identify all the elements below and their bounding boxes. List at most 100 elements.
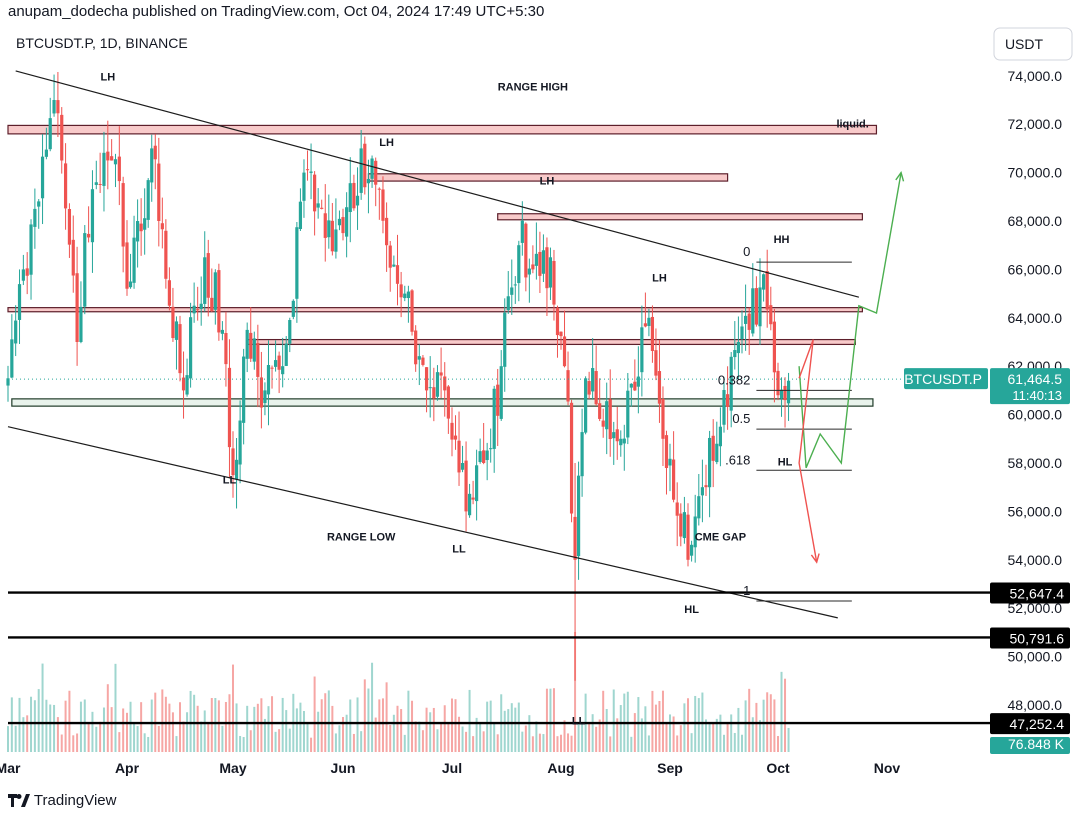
candle-body — [552, 260, 556, 305]
volume-bar — [114, 663, 117, 752]
fib-label: 1 — [743, 583, 750, 598]
volume-bar — [99, 721, 102, 752]
volume-bar — [432, 707, 435, 752]
candle-body — [110, 156, 114, 161]
volume-bar — [672, 716, 675, 752]
volume-bar — [440, 723, 443, 752]
candle-body — [608, 399, 612, 440]
candle — [640, 305, 644, 397]
candle-body — [584, 378, 588, 433]
fib-label: .618 — [725, 452, 750, 467]
volume-bar — [538, 733, 541, 752]
candle-body — [121, 183, 125, 247]
candle — [503, 298, 507, 392]
tradingview-logo[interactable]: TradingView — [8, 792, 116, 809]
candle-body — [475, 465, 479, 502]
candle — [270, 365, 274, 389]
volume-bar — [299, 702, 302, 752]
volume-bar — [396, 705, 399, 752]
candle — [327, 194, 331, 249]
volume-bar — [556, 736, 559, 752]
volume-bar — [274, 731, 277, 752]
candle-body — [224, 332, 228, 365]
candle — [334, 198, 338, 259]
volume-tag-bg — [990, 737, 1070, 754]
volume-bar — [644, 706, 647, 752]
candle-body — [327, 220, 331, 238]
volume-bar — [630, 736, 633, 752]
candle — [754, 276, 758, 327]
volume-bar — [577, 723, 580, 752]
annotation-layer: liquid. 0 0.382 0.5 .618 1 LH RANGE HIGH LH LH HH L… — [100, 72, 868, 728]
currency-button[interactable]: USDT — [993, 27, 1073, 61]
candle-body — [252, 338, 256, 362]
volume-bar — [712, 722, 715, 752]
candle — [256, 324, 260, 408]
candle — [708, 430, 712, 518]
volume-tag-text: 76.848 K — [1008, 736, 1065, 752]
zone-4 — [7, 307, 863, 313]
volume-bar — [567, 733, 570, 752]
candle — [136, 199, 140, 268]
volume-bar — [697, 698, 700, 752]
candle — [273, 340, 278, 372]
candle — [263, 382, 267, 416]
volume-bar — [658, 700, 661, 752]
candle-body — [478, 451, 482, 463]
candle — [266, 340, 271, 426]
candle — [443, 362, 447, 417]
candle-body — [323, 213, 327, 238]
candle — [679, 503, 683, 547]
candle-body — [657, 371, 662, 404]
candle-body — [377, 188, 381, 190]
candle-body — [56, 100, 60, 114]
candle-body — [417, 356, 421, 360]
volume-bar — [302, 710, 305, 752]
candle — [779, 377, 784, 417]
volume-bar — [221, 725, 224, 752]
candle-body — [591, 368, 595, 392]
candle-body — [403, 293, 407, 299]
candle-body — [776, 370, 780, 396]
candle-body — [541, 250, 546, 274]
candle — [475, 449, 479, 521]
candle — [587, 371, 591, 400]
candle-body — [566, 370, 570, 402]
candle-body — [758, 287, 762, 327]
candle-body — [772, 321, 776, 373]
candle — [345, 192, 349, 258]
volume-bar — [759, 720, 761, 752]
volume-bar — [76, 733, 79, 752]
zone-6 — [11, 398, 874, 407]
candle-body — [664, 435, 669, 469]
volume-bar — [267, 706, 270, 752]
candle-body — [545, 247, 549, 289]
candle — [113, 153, 118, 188]
volume-bar — [654, 704, 657, 752]
candle — [63, 143, 68, 230]
volume-bar — [22, 717, 25, 752]
projection-bearish — [798, 339, 818, 563]
fib-label: 0.5 — [732, 411, 750, 426]
candle-body — [446, 386, 450, 419]
candle — [538, 231, 542, 294]
candle — [252, 331, 256, 370]
volume-bar — [239, 735, 242, 752]
candle-body — [762, 274, 766, 290]
candle — [471, 480, 475, 505]
candle-body — [213, 272, 217, 310]
candle — [363, 136, 367, 195]
volume-bar — [708, 724, 711, 752]
volume-bar — [200, 721, 203, 752]
volume-bar — [143, 733, 146, 752]
candle — [464, 441, 468, 532]
last-price-symbol-tag-bg — [904, 368, 988, 390]
price-tag-1-text: 52,647.4 — [1010, 586, 1065, 602]
candle — [664, 430, 669, 495]
candle — [485, 442, 489, 481]
candle — [160, 197, 164, 249]
volume-bar — [679, 725, 682, 752]
candle-body — [139, 223, 143, 232]
volume-bar — [232, 664, 234, 752]
